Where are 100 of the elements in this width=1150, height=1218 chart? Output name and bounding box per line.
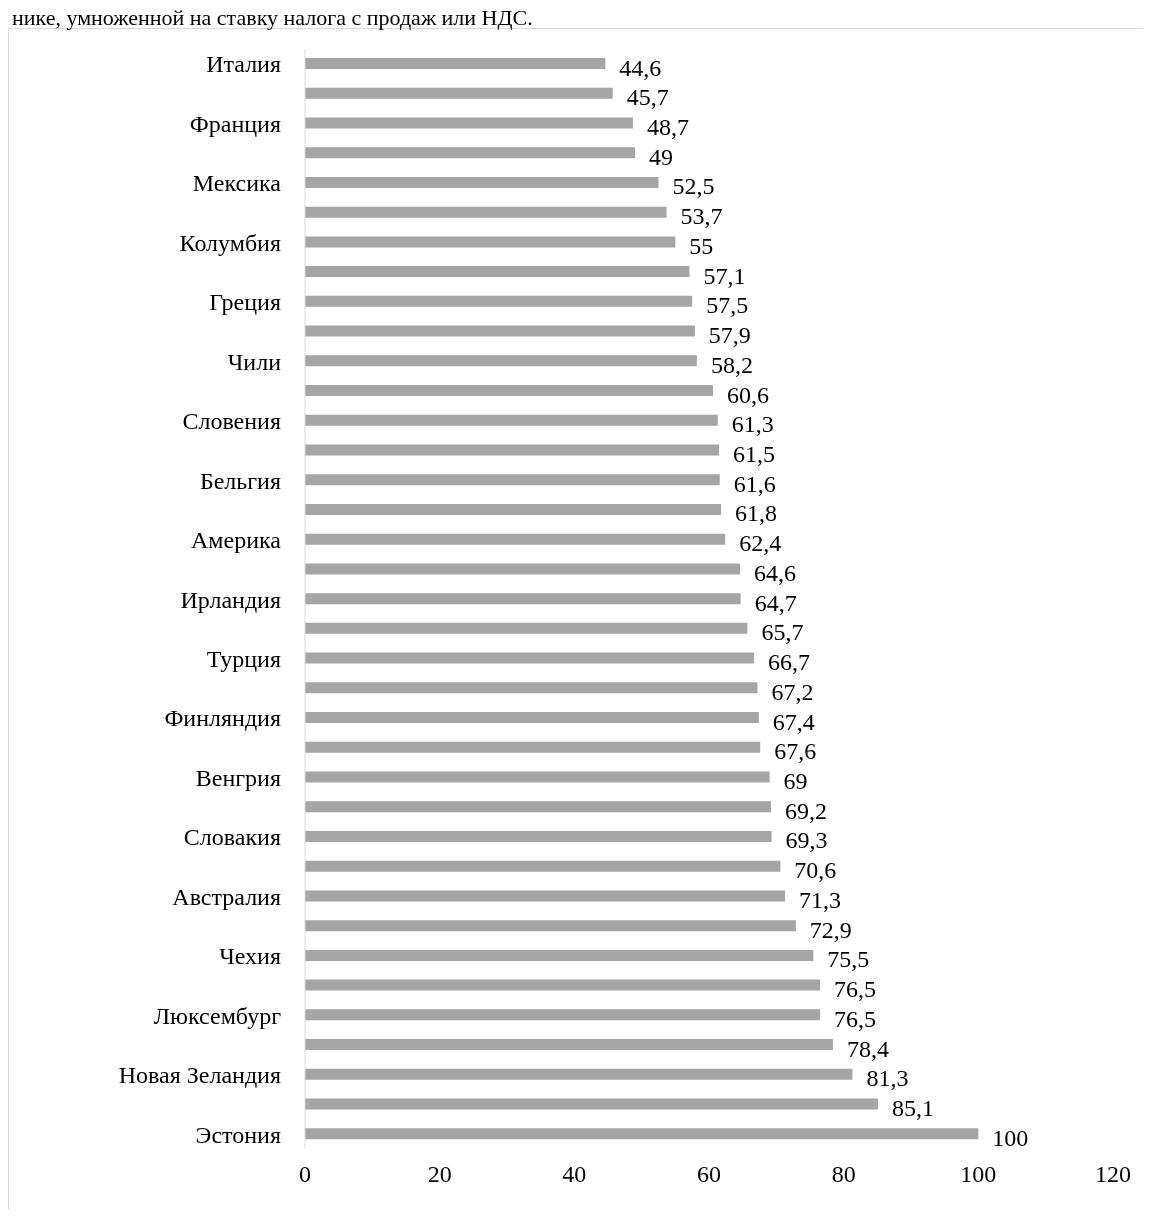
bar: [305, 890, 786, 902]
y-tick-label: Венгрия: [195, 764, 281, 791]
bar: [305, 295, 693, 307]
y-tick-label: Турция: [206, 645, 281, 672]
y-tick-label: Люксембург: [153, 1002, 282, 1029]
y-tick-label: Мексика: [192, 170, 282, 197]
chart-title: нике, умноженной на ставку налога с продаж или НДС.: [11, 5, 534, 30]
y-tick-label: Финляндия: [164, 705, 281, 732]
data-label: 45,7: [626, 84, 669, 111]
bar: [305, 1009, 821, 1021]
bar: [305, 444, 720, 456]
data-label: 48,7: [646, 113, 689, 140]
y-tick-label: Словакия: [183, 824, 281, 851]
data-label: 57,5: [706, 292, 749, 319]
bar: [305, 771, 770, 783]
bar: [305, 801, 771, 813]
bar: [305, 682, 758, 694]
y-tick-label: Чехия: [219, 943, 281, 970]
data-label: 69,3: [785, 827, 828, 854]
y-tick-label: Америка: [191, 527, 282, 554]
data-label: 69,2: [784, 797, 827, 824]
data-label: 61,8: [735, 500, 778, 527]
y-tick-label: Колумбия: [179, 229, 281, 256]
bar: [305, 920, 796, 932]
data-label: 58,2: [710, 351, 753, 378]
data-label: 61,6: [733, 470, 776, 497]
data-label: 67,4: [772, 708, 815, 735]
bar: [305, 87, 613, 99]
y-tick-label: Австралия: [172, 883, 281, 910]
data-label: 66,7: [768, 649, 811, 676]
bar: [305, 385, 714, 397]
y-tick-label: Франция: [189, 110, 281, 137]
data-label: 76,5: [834, 976, 877, 1003]
y-tick-label: Бельгия: [199, 467, 281, 494]
bar: [305, 1098, 879, 1110]
data-label: 81,3: [866, 1065, 909, 1092]
bar: [305, 741, 761, 753]
data-label: 60,6: [727, 381, 770, 408]
bar: [305, 949, 814, 961]
bar: [305, 563, 740, 575]
data-label: 100: [992, 1124, 1029, 1151]
data-label: 57,1: [703, 262, 746, 289]
y-tick-label: Ирландия: [180, 586, 281, 613]
bar: [305, 1128, 979, 1140]
bar: [305, 474, 720, 486]
bar: [305, 860, 781, 872]
bar: [305, 712, 759, 724]
bar: [305, 117, 633, 129]
data-label: 72,9: [809, 916, 852, 943]
data-label: 52,5: [672, 173, 715, 200]
data-label: 61,3: [731, 411, 774, 438]
data-label: 67,2: [771, 678, 814, 705]
data-label: 76,5: [834, 1005, 877, 1032]
y-tick-label: Италия: [206, 51, 281, 78]
bar: [305, 414, 718, 426]
bar: [305, 622, 748, 634]
data-label: 85,1: [892, 1095, 935, 1122]
bar: [305, 652, 755, 664]
data-label: 57,9: [708, 322, 751, 349]
x-tick-label: 0: [299, 1161, 311, 1188]
bar: [305, 503, 722, 515]
y-tick-label: Чили: [227, 348, 282, 375]
data-label: 64,6: [753, 559, 796, 586]
data-label: 75,5: [827, 946, 870, 973]
data-label: 53,7: [680, 203, 723, 230]
bar: [305, 147, 635, 159]
bar: [305, 325, 695, 337]
x-tick-label: 40: [562, 1161, 587, 1188]
bar: [305, 979, 821, 991]
y-tick-label: Греция: [209, 289, 281, 316]
bar: [305, 206, 667, 218]
bar: [305, 830, 772, 842]
data-label: 62,4: [739, 530, 782, 557]
bar: [305, 355, 697, 367]
x-tick-label: 100: [960, 1161, 997, 1188]
data-label: 70,6: [794, 857, 837, 884]
x-tick-label: 80: [831, 1161, 856, 1188]
y-tick-label: Эстония: [195, 1121, 281, 1148]
y-tick-label: Словения: [182, 408, 281, 435]
y-tick-label: Новая Зеландия: [118, 1062, 281, 1089]
data-label: 78,4: [846, 1035, 889, 1062]
x-tick-label: 120: [1095, 1161, 1131, 1188]
data-label: 69: [783, 768, 808, 795]
data-label: 61,5: [733, 440, 776, 467]
data-label: 49: [648, 143, 673, 170]
data-label: 71,3: [799, 886, 842, 913]
x-tick-label: 20: [427, 1161, 452, 1188]
bar: [305, 593, 741, 605]
bar: [305, 1039, 833, 1051]
x-tick-label: 60: [697, 1161, 721, 1188]
bar: [305, 176, 659, 188]
data-label: 64,7: [754, 589, 797, 616]
data-label: 55: [689, 232, 714, 259]
bar: [305, 1068, 853, 1080]
bar: [305, 236, 676, 248]
data-label: 67,6: [774, 738, 817, 765]
bar: [305, 533, 726, 545]
bar: [305, 266, 690, 278]
data-label: 65,7: [761, 619, 804, 646]
bar: [305, 58, 606, 69]
